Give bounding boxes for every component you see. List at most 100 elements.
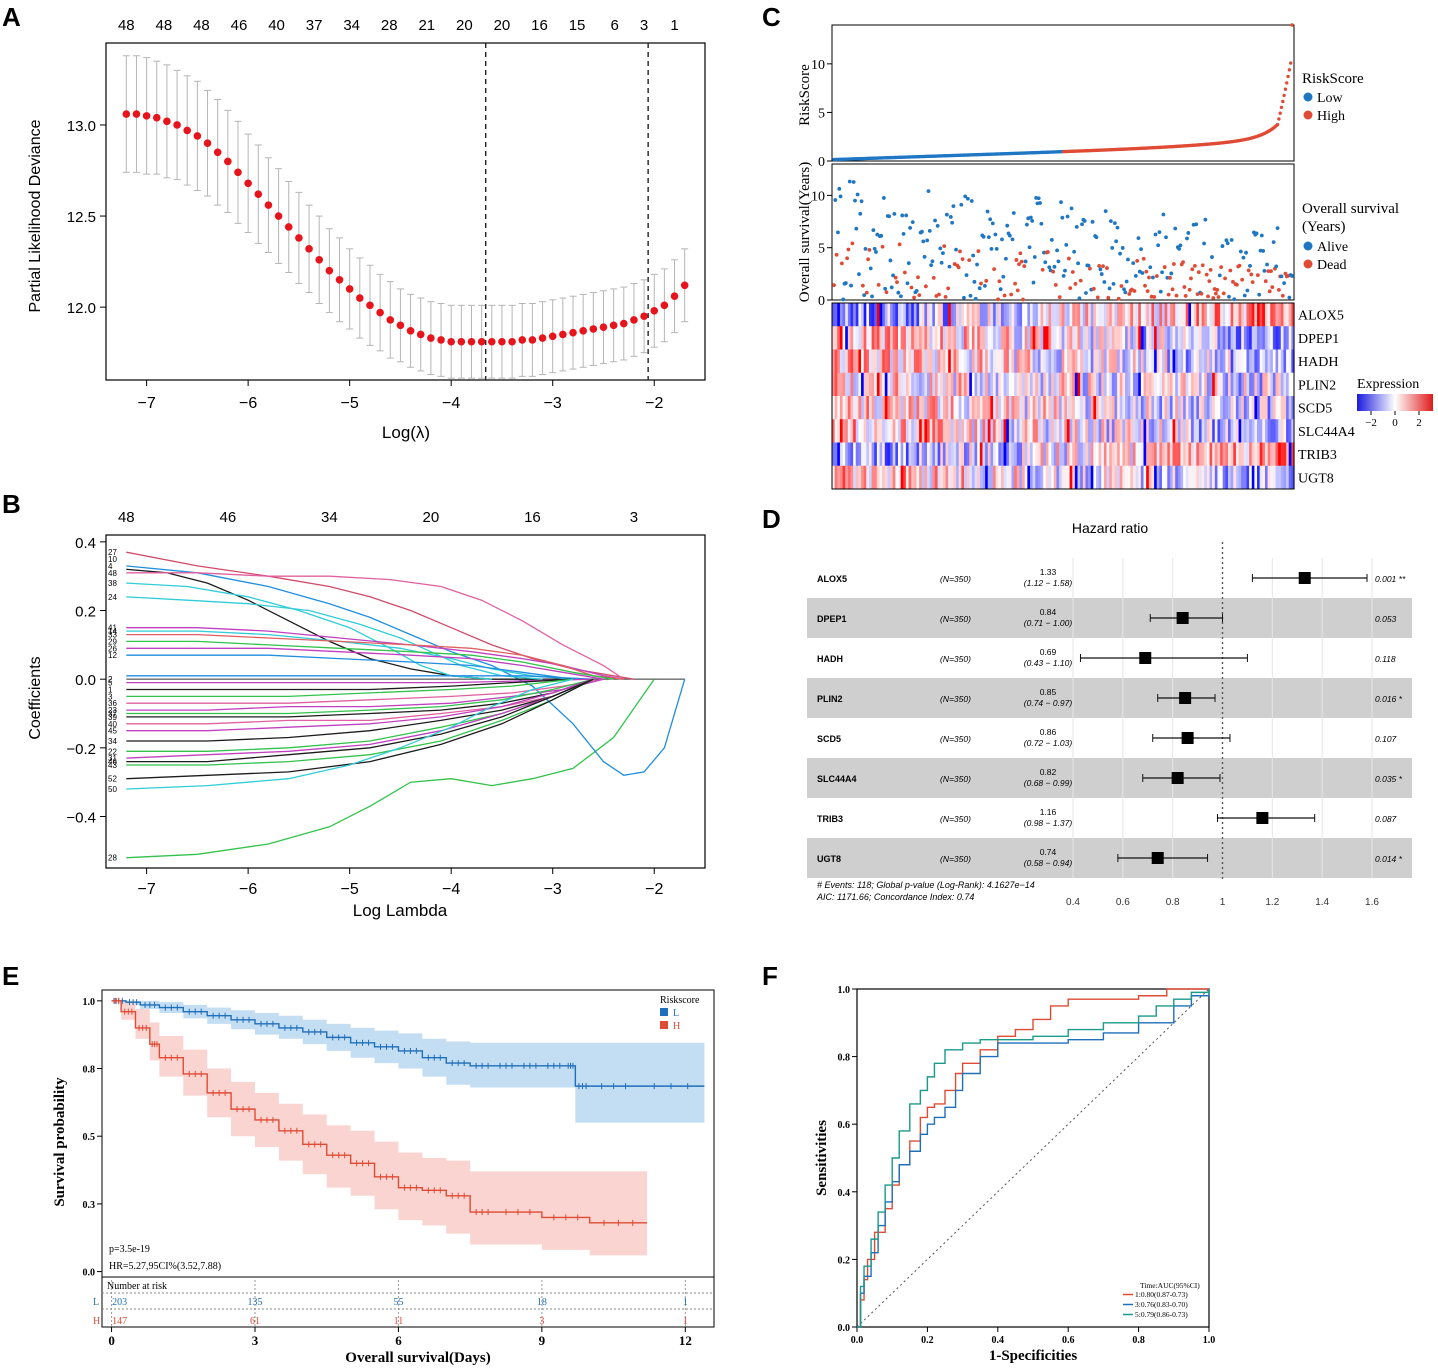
panel-e-xtick-label: 0 <box>108 1333 115 1348</box>
heatmap-cell <box>1156 326 1160 350</box>
heatmap-cell <box>950 372 955 397</box>
heatmap-cell <box>1235 419 1240 443</box>
heatmap-cell <box>1109 349 1113 374</box>
heatmap-cell <box>958 419 962 443</box>
heatmap-cell <box>1162 326 1166 350</box>
heatmap-cell <box>1259 442 1263 467</box>
heatmap-cell <box>1072 465 1076 490</box>
survival-point <box>1269 269 1273 274</box>
panel-a-point <box>670 292 679 301</box>
survival-point <box>1067 256 1071 261</box>
km-legend-l-swatch <box>660 1008 668 1016</box>
heatmap-cell <box>890 349 894 374</box>
heatmap-cell <box>861 465 865 490</box>
heatmap-cell <box>1043 372 1047 397</box>
heatmap-cell <box>1151 419 1155 443</box>
heatmap-cell <box>866 303 870 327</box>
panel-c-os-ylabel: Overall survival(Years) <box>797 162 813 303</box>
heatmap-cell <box>1106 465 1110 490</box>
panel-c-os-legend-title-1: Overall survival <box>1302 201 1399 217</box>
heatmap-cell <box>1085 303 1089 327</box>
survival-point <box>1111 281 1116 286</box>
heatmap-cell <box>911 349 915 374</box>
heatmap-cell <box>1103 372 1108 397</box>
survival-point <box>863 247 868 251</box>
heatmap-cell <box>966 326 970 350</box>
panel-e-ytick-label: 1.0 <box>83 997 96 1008</box>
heatmap-cell <box>1206 396 1211 420</box>
heatmap-cell <box>1220 326 1224 350</box>
coef-path-43 <box>126 678 594 766</box>
heatmap-cell <box>890 442 894 467</box>
heatmap-cell <box>1132 442 1137 467</box>
survival-point <box>1076 261 1080 266</box>
heatmap-cell <box>927 303 931 327</box>
heatmap-cell <box>1251 372 1255 397</box>
heatmap-cell <box>1030 465 1034 490</box>
survival-point <box>1241 255 1246 260</box>
heatmap-cell <box>1206 442 1211 467</box>
heatmap-cell <box>1127 326 1131 350</box>
heatmap-cell <box>1201 326 1205 350</box>
heatmap-cell <box>1000 372 1005 397</box>
heatmap-cell <box>1230 349 1234 374</box>
panel-b-var-label: 14 <box>108 627 117 636</box>
heatmap-cell <box>934 465 939 490</box>
panel-a-point <box>467 337 476 346</box>
km-p-value: p=3.5e-19 <box>109 1244 150 1255</box>
forest-hr-marker <box>1151 852 1164 864</box>
heatmap-cell <box>1212 372 1216 397</box>
heatmap-cell <box>1061 465 1065 490</box>
heatmap-cell <box>1154 442 1158 467</box>
heatmap-cell <box>1032 303 1036 327</box>
heatmap-cell <box>1286 349 1290 374</box>
heatmap-cell <box>1016 442 1021 467</box>
heatmap-cell <box>837 442 841 467</box>
survival-point <box>933 218 937 223</box>
heatmap-cell <box>1027 372 1031 397</box>
heatmap-cell <box>855 396 859 420</box>
heatmap-cell <box>1077 396 1081 420</box>
coef-path-45 <box>126 678 594 732</box>
heatmap-cell <box>890 465 894 490</box>
heatmap-cell <box>956 326 960 350</box>
heatmap-cell <box>1188 303 1192 327</box>
heatmap-cell <box>1270 372 1274 397</box>
panel-b-var-label: 34 <box>108 737 117 746</box>
forest-xtick-label: 1.2 <box>1265 897 1279 908</box>
heatmap-cell <box>971 372 976 397</box>
heatmap-cell <box>1035 303 1039 327</box>
heatmap-cell <box>1143 442 1147 467</box>
heatmap-cell <box>905 372 910 397</box>
panel-a-point <box>386 316 395 324</box>
heatmap-cell <box>948 372 952 397</box>
survival-point <box>1038 201 1042 205</box>
heatmap-cell <box>1016 326 1021 350</box>
survival-point <box>1206 294 1210 299</box>
heatmap-cell <box>861 396 865 420</box>
heatmap-cell <box>1272 442 1277 467</box>
survival-point <box>1158 289 1163 294</box>
survival-point <box>904 213 909 218</box>
panel-a-top-label: 37 <box>306 17 323 34</box>
heatmap-cell <box>998 442 1002 467</box>
heatmap-cell <box>1037 372 1042 397</box>
heatmap-cell <box>1008 442 1013 467</box>
heatmap-cell <box>1259 326 1263 350</box>
heatmap-cell <box>1125 442 1129 467</box>
survival-point <box>888 258 893 263</box>
heatmap-cell <box>932 442 936 467</box>
heatmap-cell <box>853 419 857 443</box>
heatmap-cell <box>845 396 849 420</box>
heatmap-cell <box>1143 372 1147 397</box>
panel-f-xtick-label: 1.0 <box>1203 1335 1216 1346</box>
heatmap-cell <box>1109 326 1113 350</box>
heatmap-cell <box>1127 303 1131 327</box>
forest-p-label: 0.118 <box>1375 654 1396 664</box>
survival-point <box>935 223 940 228</box>
heatmap-cell <box>974 349 978 374</box>
heatmap-cell <box>866 372 870 397</box>
heatmap-cell <box>1122 465 1126 490</box>
heatmap-cell <box>934 303 939 327</box>
heatmap-cell <box>900 372 904 397</box>
